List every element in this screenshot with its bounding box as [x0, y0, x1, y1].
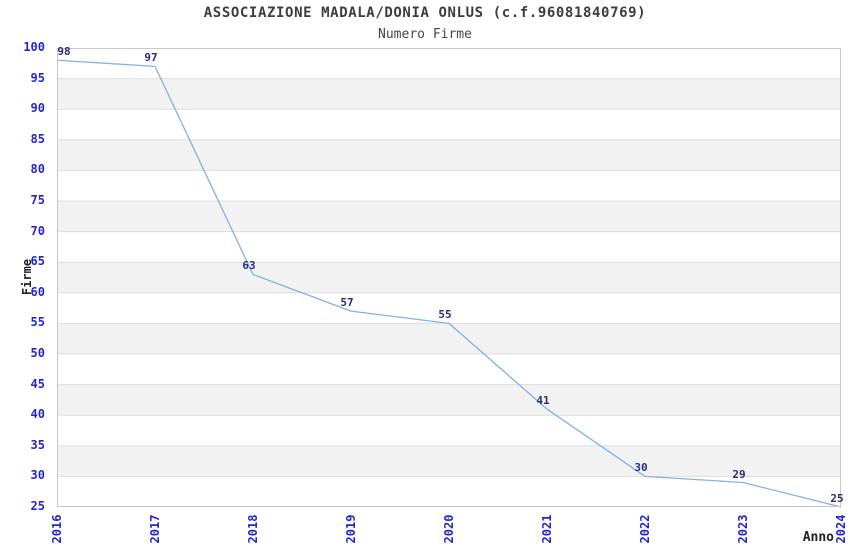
plot-band [57, 78, 841, 110]
y-axis-label: Firme [20, 258, 34, 296]
data-line [56, 59, 842, 508]
chart-subtitle: Numero Firme [378, 27, 472, 42]
plot-band [57, 262, 841, 293]
chart-title: ASSOCIAZIONE MADALA/DONIA ONLUS (c.f.960… [203, 5, 647, 21]
plot-band [57, 201, 841, 232]
plot-band [57, 384, 841, 416]
plot-band [57, 323, 841, 354]
plot-band [57, 139, 841, 171]
plot-band [57, 445, 841, 477]
plot-border [57, 48, 841, 507]
x-axis-label: Anno [802, 530, 834, 545]
